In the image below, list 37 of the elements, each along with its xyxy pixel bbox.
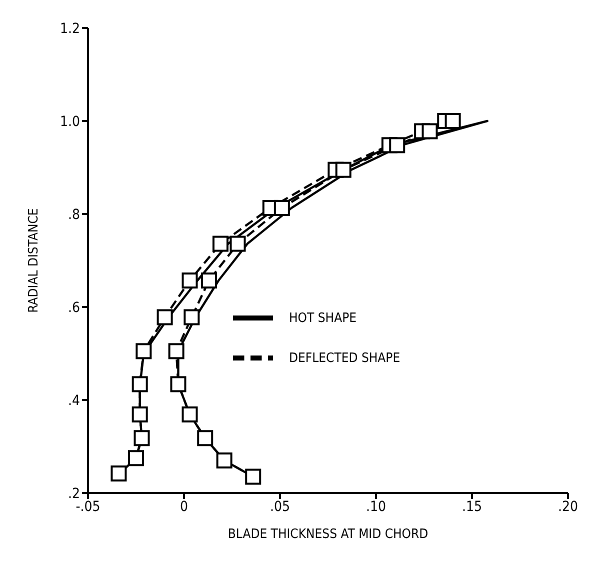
- point: [245, 468, 262, 485]
- point: [136, 343, 152, 360]
- point: [184, 309, 200, 326]
- x-axis-title: BLADE THICKNESS AT MID CHORD: [228, 527, 428, 542]
- legend-label: HOT SHAPE: [289, 310, 357, 326]
- point: [200, 272, 217, 288]
- point: [170, 376, 186, 392]
- point: [389, 137, 406, 154]
- point: [132, 376, 148, 392]
- y-tick-label: 1.2: [60, 20, 80, 37]
- point: [216, 452, 232, 468]
- point: [134, 430, 150, 446]
- point: [132, 406, 148, 422]
- point: [422, 123, 438, 140]
- x-tick-label: .20: [558, 498, 578, 515]
- point: [274, 200, 290, 216]
- point: [182, 406, 198, 422]
- x-tick-label: 0: [180, 498, 188, 515]
- x-tick-label: .15: [462, 498, 482, 515]
- point: [182, 272, 198, 288]
- x-tick-label: .05: [270, 498, 290, 515]
- y-axis-title: RADIAL DISTANCE: [26, 208, 42, 313]
- y-tick-label: .6: [68, 300, 80, 316]
- y-tick-label: 1.0: [60, 114, 80, 130]
- point: [335, 162, 352, 178]
- y-tick-label: .8: [68, 206, 80, 223]
- x-tick-label: .10: [366, 498, 386, 515]
- point: [197, 430, 214, 446]
- point: [128, 450, 144, 466]
- y-tick-label: .4: [68, 392, 80, 409]
- point: [168, 343, 184, 360]
- point: [444, 113, 461, 129]
- point: [230, 236, 246, 252]
- point: [212, 236, 228, 252]
- point: [110, 465, 127, 482]
- point: [156, 309, 173, 326]
- legend-label: DEFLECTED SHAPE: [289, 350, 400, 366]
